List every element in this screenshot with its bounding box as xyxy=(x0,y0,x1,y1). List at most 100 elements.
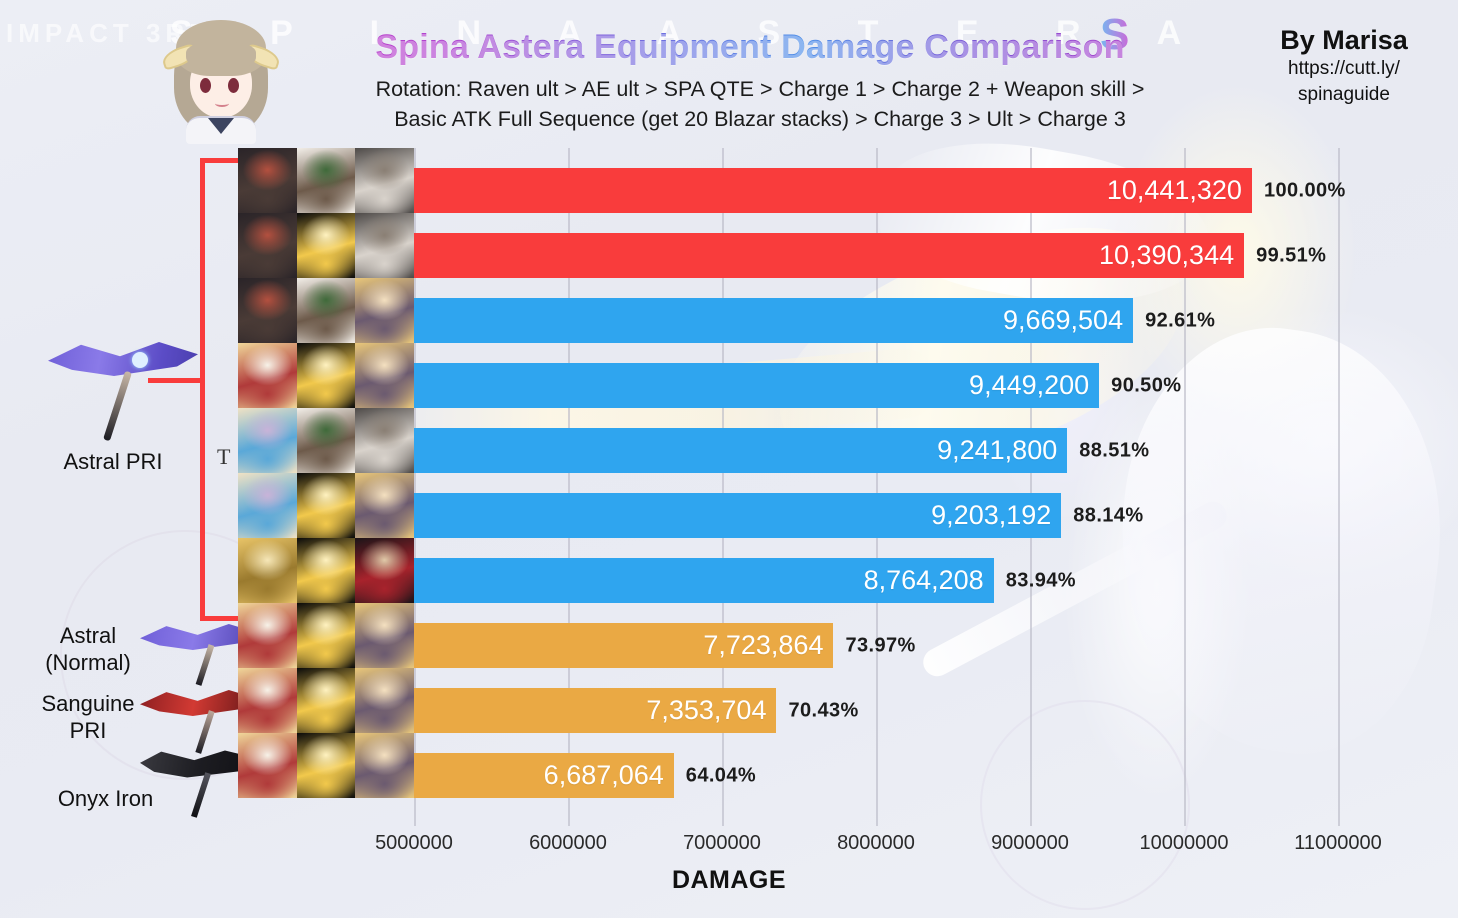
weapon-label-astral-pri: Astral PRI xyxy=(63,449,163,474)
group-bracket-vertical xyxy=(200,158,205,621)
watermark-accent-letter: S xyxy=(1100,10,1129,60)
stigmata-icon-gold-shine[interactable] xyxy=(296,213,356,278)
bar-value-label: 9,669,504 xyxy=(1002,305,1124,335)
bar-percent-label: 64.04% xyxy=(685,764,757,786)
stigmata-icon-blue-orb-blonde[interactable] xyxy=(238,408,297,473)
stigmata-icon-gold-shine[interactable] xyxy=(296,538,356,603)
stigmata-row xyxy=(238,538,414,603)
stigmata-icon-raven-dark[interactable] xyxy=(238,148,297,213)
x-axis-label: DAMAGE xyxy=(671,866,787,894)
stigmata-icon-maid-gray[interactable] xyxy=(355,408,414,473)
header: Spina Astera Equipment Damage Comparison… xyxy=(0,0,1458,144)
stigmata-portrait-column xyxy=(238,148,414,798)
stigmata-icon-maid-gray[interactable] xyxy=(355,213,414,278)
stigmata-icon-glasses-blonde[interactable] xyxy=(238,668,297,733)
stigmata-icon-blonde-jacket[interactable] xyxy=(355,603,414,668)
bar-1[interactable]: 10,441,320 xyxy=(414,168,1252,213)
bar-5[interactable]: 9,241,800 xyxy=(414,428,1068,473)
stigmata-icon-elysia-plant[interactable] xyxy=(296,148,356,213)
gridline-9000000 xyxy=(1030,148,1032,826)
bar-row: 7,723,864 73.97% xyxy=(414,623,1414,668)
weapon-label-sanguine-line-1: Sanguine xyxy=(41,691,135,716)
stigmata-icon-glasses-blonde[interactable] xyxy=(238,603,297,668)
stigmata-icon-glasses-blonde[interactable] xyxy=(238,733,297,798)
x-tick-label-9000000: 9000000 xyxy=(991,832,1069,854)
bar-value-label: 7,723,864 xyxy=(703,630,824,660)
bar-row: 10,441,320 100.00% xyxy=(414,168,1414,213)
stigmata-icon-gold-shine[interactable] xyxy=(296,603,356,668)
stigmata-icon-raven-dark[interactable] xyxy=(238,213,297,278)
bar-4[interactable]: 9,449,200 xyxy=(414,363,1100,408)
bar-row: 10,390,344 99.51% xyxy=(414,233,1414,278)
stigmata-row xyxy=(238,343,414,408)
author-name: By Marisa xyxy=(1280,25,1408,55)
weapon-label-astral-normal-line-2: (Normal) xyxy=(45,650,131,675)
weapon-label-sanguine-pri: Sanguine PRI xyxy=(18,690,158,744)
bar-row: 8,764,208 83.94% xyxy=(414,558,1414,603)
bar-chart-plot-area: 10,441,320 100.00% 10,390,344 99.51% 9,669,5… xyxy=(414,148,1414,826)
stigmata-row xyxy=(238,213,414,278)
rotation-subtitle: Rotation: Raven ult > AE ult > SPA QTE >… xyxy=(300,74,1220,134)
stigmata-icon-red-dark[interactable] xyxy=(355,538,414,603)
bar-percent-label: 88.51% xyxy=(1079,439,1150,461)
group-bracket-bottom xyxy=(200,616,242,621)
gridline-5000000 xyxy=(414,148,416,826)
stigmata-icon-gold-shine[interactable] xyxy=(296,733,356,798)
bar-6[interactable]: 9,203,192 xyxy=(414,493,1062,538)
weapon-label-onyx-iron: Onyx Iron xyxy=(57,786,154,811)
gridline-10000000 xyxy=(1184,148,1186,826)
stigmata-icon-blue-orb-blonde[interactable] xyxy=(238,473,297,538)
bar-9[interactable]: 7,353,704 xyxy=(414,688,777,733)
stigmata-row xyxy=(238,408,414,473)
stigmata-icon-gold-shine[interactable] xyxy=(296,473,356,538)
bar-percent-label: 100.00% xyxy=(1263,179,1346,201)
stigmata-icon-blonde-jacket[interactable] xyxy=(355,473,414,538)
stigmata-row xyxy=(238,473,414,538)
bar-8[interactable]: 7,723,864 xyxy=(414,623,834,668)
x-tick-label-7000000: 7000000 xyxy=(683,832,761,854)
bar-percent-label: 70.43% xyxy=(788,699,859,721)
group-bracket-top xyxy=(200,158,242,163)
group-bracket-stem xyxy=(148,378,205,383)
stigmata-row xyxy=(238,278,414,343)
stigmata-row xyxy=(238,603,414,668)
bar-value-label: 10,441,320 xyxy=(1106,175,1242,205)
guide-url-line-1[interactable]: https://cutt.ly/ xyxy=(1288,58,1400,79)
bar-percent-label: 99.51% xyxy=(1256,244,1327,266)
weapon-label-astral-normal-line-1: Astral xyxy=(59,623,117,648)
guide-url-line-2[interactable]: spinaguide xyxy=(1298,84,1390,105)
gridline-7000000 xyxy=(722,148,724,826)
stigmata-icon-gold-shine[interactable] xyxy=(296,668,356,733)
bar-value-label: 9,449,200 xyxy=(969,370,1090,400)
stigmata-icon-glasses-blonde[interactable] xyxy=(238,343,297,408)
gridline-6000000 xyxy=(568,148,570,826)
bar-10[interactable]: 6,687,064 xyxy=(414,753,674,798)
byline: By Marisa https://cutt.ly/ spinaguide xyxy=(1244,24,1444,108)
bar-row: 9,241,800 88.51% xyxy=(414,428,1414,473)
bar-row: 9,669,504 92.61% xyxy=(414,298,1414,343)
weapon-label-sanguine-line-2: PRI xyxy=(69,718,107,743)
stigmata-icon-elysia-plant[interactable] xyxy=(296,278,356,343)
bar-7[interactable]: 8,764,208 xyxy=(414,558,994,603)
bar-value-label: 9,241,800 xyxy=(937,435,1058,465)
stigmata-icon-blonde-jacket[interactable] xyxy=(355,278,414,343)
bar-value-label: 10,390,344 xyxy=(1098,240,1235,270)
gridline-11000000 xyxy=(1338,148,1340,826)
stigmata-icon-raven-dark[interactable] xyxy=(238,278,297,343)
stigmata-icon-gold-armor-blonde[interactable] xyxy=(238,538,297,603)
stigmata-row xyxy=(238,668,414,733)
stigmata-icon-blonde-jacket[interactable] xyxy=(355,733,414,798)
stigmata-row xyxy=(238,148,414,213)
stigmata-icon-gold-shine[interactable] xyxy=(296,343,356,408)
page-title: Spina Astera Equipment Damage Comparison xyxy=(300,28,1200,67)
bar-2[interactable]: 10,390,344 xyxy=(414,233,1245,278)
stigmata-icon-blonde-jacket[interactable] xyxy=(355,343,414,408)
stigmata-icon-blonde-jacket[interactable] xyxy=(355,668,414,733)
stigmata-icon-elysia-plant[interactable] xyxy=(296,408,356,473)
x-tick-label-11000000: 11000000 xyxy=(1294,832,1382,854)
stigmata-icon-maid-gray[interactable] xyxy=(355,148,414,213)
bar-3[interactable]: 9,669,504 xyxy=(414,298,1134,343)
bar-percent-label: 88.14% xyxy=(1073,504,1144,526)
bar-percent-label: 90.50% xyxy=(1111,374,1182,396)
